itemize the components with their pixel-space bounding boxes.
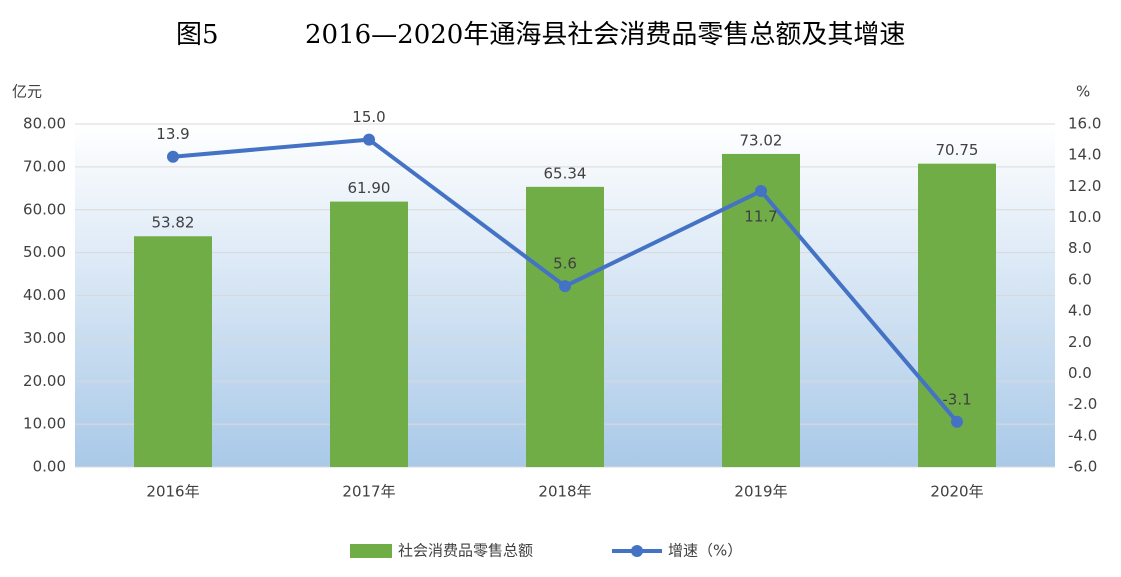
y2-tick-label: 10.0 bbox=[1068, 208, 1101, 226]
bar-value-label: 65.34 bbox=[544, 164, 587, 182]
bar bbox=[330, 201, 408, 467]
y-tick-label: 70.00 bbox=[23, 157, 66, 175]
y-tick-label: 30.00 bbox=[23, 329, 66, 347]
line-marker bbox=[363, 133, 375, 146]
y2-tick-label: 6.0 bbox=[1068, 270, 1092, 288]
x-tick-label: 2019年 bbox=[734, 483, 787, 501]
legend-marker bbox=[631, 545, 643, 557]
y2-axis-unit: % bbox=[1076, 83, 1090, 101]
x-tick-label: 2016年 bbox=[146, 483, 199, 501]
y2-tick-label: 14.0 bbox=[1068, 146, 1101, 164]
y-tick-label: 60.00 bbox=[23, 200, 66, 218]
bar-value-label: 73.02 bbox=[740, 131, 783, 149]
y-tick-label: 50.00 bbox=[23, 243, 66, 261]
line-marker bbox=[755, 185, 767, 198]
y2-tick-label: 12.0 bbox=[1068, 177, 1101, 195]
line-value-label: -3.1 bbox=[942, 390, 971, 408]
line-marker bbox=[167, 150, 179, 163]
legend-label: 社会消费品零售总额 bbox=[398, 542, 533, 560]
y-tick-label: 20.00 bbox=[23, 372, 66, 390]
bar bbox=[134, 236, 212, 467]
line-value-label: 13.9 bbox=[156, 125, 189, 143]
x-tick-label: 2017年 bbox=[342, 483, 395, 501]
y2-tick-label: 16.0 bbox=[1068, 115, 1101, 133]
line-marker bbox=[951, 415, 963, 428]
bar bbox=[722, 153, 800, 467]
bar-value-label: 61.90 bbox=[348, 179, 391, 197]
y-tick-label: 0.00 bbox=[33, 458, 66, 476]
y-axis-unit: 亿元 bbox=[12, 83, 42, 101]
line-value-label: 5.6 bbox=[553, 255, 577, 273]
line-value-label: 15.0 bbox=[352, 108, 385, 126]
bar bbox=[526, 186, 604, 468]
legend-swatch bbox=[350, 544, 392, 558]
y2-tick-label: -6.0 bbox=[1068, 458, 1097, 476]
y-tick-label: 40.00 bbox=[23, 286, 66, 304]
y2-tick-label: -4.0 bbox=[1068, 426, 1097, 444]
bar-value-label: 53.82 bbox=[152, 214, 195, 232]
bar-value-label: 70.75 bbox=[936, 141, 979, 159]
y2-tick-label: 0.0 bbox=[1068, 364, 1092, 382]
figure-label: 图5 bbox=[176, 20, 219, 50]
x-tick-label: 2018年 bbox=[538, 483, 591, 501]
y-tick-label: 10.00 bbox=[23, 415, 66, 433]
y2-tick-label: -2.0 bbox=[1068, 395, 1097, 413]
line-value-label: 11.7 bbox=[744, 208, 777, 226]
line-marker bbox=[559, 280, 571, 293]
y-tick-label: 80.00 bbox=[23, 115, 66, 133]
y2-tick-label: 8.0 bbox=[1068, 239, 1092, 257]
chart-title: 2016—2020年通海县社会消费品零售总额及其增速 bbox=[305, 20, 905, 50]
y2-tick-label: 2.0 bbox=[1068, 333, 1092, 351]
legend-label: 增速（%） bbox=[668, 542, 742, 560]
y2-tick-label: 4.0 bbox=[1068, 302, 1092, 320]
x-tick-label: 2020年 bbox=[930, 483, 983, 501]
